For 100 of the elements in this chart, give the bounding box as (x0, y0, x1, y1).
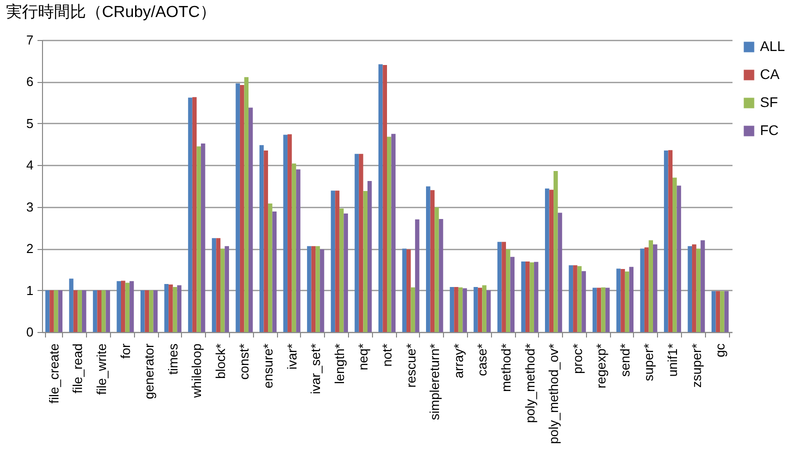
bar (220, 248, 225, 332)
bar (58, 290, 62, 332)
bar (344, 214, 348, 332)
bar (620, 269, 625, 332)
x-tick-label: ivar_set* (308, 344, 324, 394)
bar (688, 246, 692, 332)
bar (50, 290, 54, 332)
chart-title: 実行時間比（CRuby/AOTC） (6, 3, 216, 21)
y-tick-label: 0 (26, 324, 34, 340)
bar (458, 287, 463, 332)
x-tick-label: case* (474, 344, 490, 376)
bar (502, 242, 506, 332)
bar (192, 97, 197, 332)
bar (506, 249, 510, 332)
x-tick-label: not* (380, 344, 394, 367)
bar (568, 265, 574, 332)
bar (140, 290, 145, 332)
bar (177, 285, 182, 332)
bar (676, 186, 682, 332)
bar (144, 290, 150, 332)
bar (296, 169, 300, 332)
bar (450, 286, 454, 332)
bar (410, 287, 416, 332)
bar (130, 281, 134, 332)
bar (311, 246, 316, 332)
bar (120, 280, 126, 332)
bar (69, 278, 74, 332)
x-tick-label: for (118, 342, 133, 359)
x-tick-label: zsuper* (688, 344, 704, 388)
bar (438, 218, 444, 332)
bar (200, 143, 206, 332)
bar (577, 266, 582, 332)
bar (335, 190, 340, 332)
bar (92, 290, 98, 332)
bar (672, 178, 677, 332)
bar (434, 207, 439, 332)
bar (668, 150, 673, 332)
bar (224, 246, 230, 332)
legend-label: SF (760, 94, 778, 110)
bar (97, 290, 102, 332)
bar (430, 190, 435, 332)
bar (378, 64, 383, 332)
bar (240, 85, 244, 332)
bar (716, 291, 720, 332)
bar (712, 291, 716, 332)
x-tick-label: generator (142, 342, 157, 400)
x-tick-label: file_read (70, 344, 86, 394)
bar (54, 290, 58, 332)
bar (549, 190, 554, 332)
bar (212, 238, 216, 332)
bar (259, 145, 264, 332)
bar (244, 77, 249, 332)
bar (363, 191, 368, 332)
x-tick-label: poly_method_ov* (546, 344, 562, 444)
bar (101, 290, 106, 332)
x-tick-label: array* (450, 344, 466, 378)
bar (700, 240, 705, 332)
x-tick-label: block* (212, 344, 228, 379)
bar (605, 288, 610, 332)
bar (292, 163, 296, 332)
bar (149, 290, 154, 332)
bar (616, 268, 621, 332)
bar (268, 204, 272, 332)
bar (521, 262, 526, 332)
bar (482, 285, 486, 332)
bar (486, 290, 491, 332)
bar (78, 290, 82, 332)
legend-label: ALL (760, 38, 786, 54)
bar (510, 256, 515, 332)
bar (692, 244, 696, 332)
bar (648, 240, 654, 332)
bar (367, 180, 372, 332)
bar (573, 265, 578, 332)
bar (530, 262, 534, 332)
x-tick-label: ensure* (260, 344, 276, 388)
x-tick-label: send* (617, 344, 632, 377)
bar (172, 286, 178, 332)
y-tick-label: 4 (26, 158, 34, 173)
bar (354, 154, 359, 332)
bar (264, 150, 268, 332)
x-tick-label: proc* (570, 344, 585, 374)
bar (272, 211, 277, 332)
bar (402, 248, 407, 332)
bar (558, 212, 562, 332)
bar (45, 290, 50, 332)
x-tick-label: file_write (94, 344, 109, 395)
bar (534, 262, 538, 332)
bar (339, 208, 344, 332)
bar (454, 286, 458, 332)
bar (601, 287, 606, 332)
bar (653, 244, 658, 332)
bar (629, 266, 634, 332)
x-tick-label: whileloop (189, 344, 204, 399)
bar (387, 136, 392, 332)
bar (288, 134, 292, 332)
bar (283, 134, 288, 332)
bar (720, 291, 724, 332)
bar (73, 290, 78, 332)
legend-label: CA (760, 66, 780, 82)
bar (188, 98, 192, 332)
